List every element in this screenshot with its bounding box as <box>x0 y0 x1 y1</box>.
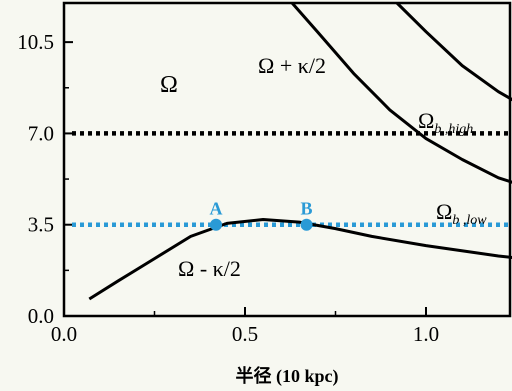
annotation-omega: Ω <box>160 72 178 98</box>
annotation-omega-plus-kappa: Ω + κ/2 <box>258 53 326 78</box>
x-tick-label: 1.0 <box>413 322 439 346</box>
reference-lines <box>72 131 510 227</box>
point-label-b: B <box>301 199 313 219</box>
refline-label-high: Ωb ,high <box>418 108 473 137</box>
series-lines <box>88 1 512 301</box>
marked-points: ABC <box>210 199 313 231</box>
y-tick-label: 7.0 <box>28 121 54 145</box>
annotation-omega-minus-kappa: Ω - κ/2 <box>178 256 241 281</box>
x-tick-label: 0.0 <box>51 322 77 346</box>
point-label-a: A <box>210 199 223 219</box>
series-omega-minus-kappa-curve <box>88 218 512 301</box>
x-tick-label: 0.5 <box>232 322 258 346</box>
y-tick-label: 0.0 <box>28 304 54 328</box>
point-a <box>210 218 223 231</box>
y-tick-label: 10.5 <box>17 30 54 54</box>
point-b <box>300 218 313 231</box>
refline-label-low: Ωb ,low <box>436 199 487 228</box>
axis-ticks: 0.00.51.01.52.00.03.57.010.5 <box>17 30 439 346</box>
y-tick-label: 3.5 <box>28 213 54 237</box>
x-axis-label: 半径 (10 kpc) <box>236 365 339 387</box>
series-omega-curve <box>290 2 512 184</box>
series-omega-plus-kappa-curve <box>395 1 512 102</box>
plot-frame <box>62 1 512 318</box>
